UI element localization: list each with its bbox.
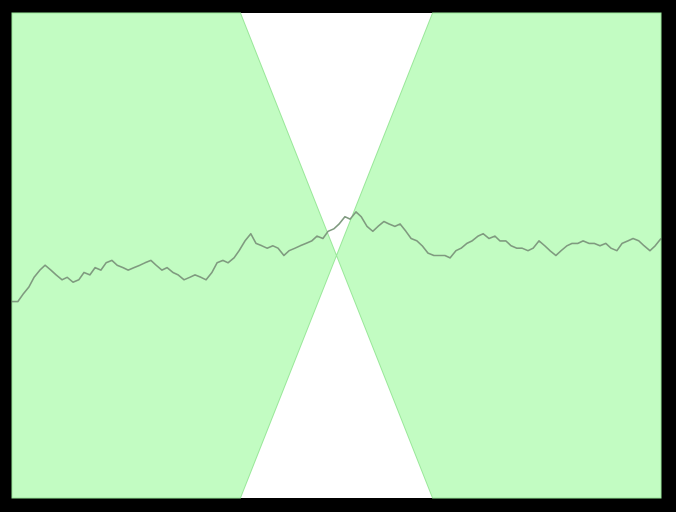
- series-line: [12, 211, 662, 303]
- confidence-cone-left: [11, 12, 338, 499]
